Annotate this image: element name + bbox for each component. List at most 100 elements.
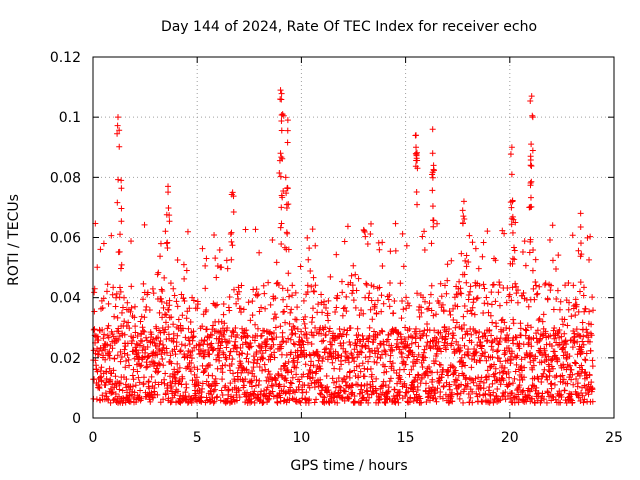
data-point: [404, 341, 411, 348]
data-point: [394, 396, 401, 403]
data-point: [114, 130, 121, 137]
data-point: [297, 263, 304, 270]
data-point: [291, 324, 298, 331]
data-point: [444, 261, 451, 268]
data-point: [514, 287, 521, 294]
data-point: [194, 301, 201, 308]
data-point: [540, 370, 547, 377]
data-point: [575, 308, 582, 315]
data-point: [475, 265, 482, 272]
data-point: [497, 358, 504, 365]
data-point: [156, 347, 163, 354]
data-point: [536, 348, 543, 355]
data-point: [344, 223, 351, 230]
data-point: [184, 354, 191, 361]
data-point: [536, 283, 543, 290]
data-point: [409, 334, 416, 341]
data-point: [493, 323, 500, 330]
data-point: [281, 308, 288, 315]
data-point: [529, 114, 536, 121]
data-point: [201, 336, 208, 343]
data-point: [249, 312, 256, 319]
data-point: [519, 248, 526, 255]
data-point: [344, 354, 351, 361]
data-point: [187, 352, 194, 359]
data-point: [336, 366, 343, 373]
data-point: [465, 352, 472, 359]
data-point: [145, 352, 152, 359]
data-point: [209, 395, 216, 402]
data-point: [588, 379, 595, 386]
data-point: [165, 306, 172, 313]
data-point: [183, 384, 190, 391]
data-point: [245, 358, 252, 365]
data-point: [277, 87, 284, 94]
data-point: [224, 324, 231, 331]
data-point: [364, 240, 371, 247]
data-point: [190, 297, 197, 304]
data-point: [146, 385, 153, 392]
data-point: [324, 383, 331, 390]
data-point: [280, 398, 287, 405]
data-point: [230, 286, 237, 293]
data-point: [310, 274, 317, 281]
data-point: [285, 335, 292, 342]
data-point: [253, 286, 260, 293]
data-point: [186, 305, 193, 312]
data-point: [547, 380, 554, 387]
data-point: [159, 314, 166, 321]
data-point: [332, 355, 339, 362]
y-tick-label: 0.08: [50, 170, 81, 186]
data-point: [318, 330, 325, 337]
data-point: [532, 278, 539, 285]
data-point: [213, 356, 220, 363]
data-point: [272, 295, 279, 302]
data-point: [226, 338, 233, 345]
data-point: [577, 253, 584, 260]
data-point: [516, 340, 523, 347]
data-point: [290, 357, 297, 364]
data-point: [456, 358, 463, 365]
data-point: [505, 345, 512, 352]
data-point: [174, 360, 181, 367]
data-point: [589, 398, 596, 405]
data-point: [339, 394, 346, 401]
data-point: [470, 379, 477, 386]
data-point: [358, 307, 365, 314]
data-point: [319, 309, 326, 316]
data-point: [468, 310, 475, 317]
data-point: [509, 284, 516, 291]
data-point: [413, 144, 420, 151]
data-point: [534, 327, 541, 334]
data-point: [543, 356, 550, 363]
data-point: [516, 382, 523, 389]
data-point: [379, 239, 386, 246]
data-point: [408, 366, 415, 373]
data-point: [278, 112, 285, 119]
data-point: [399, 354, 406, 361]
data-point: [495, 289, 502, 296]
data-point: [497, 335, 504, 342]
data-point: [252, 382, 259, 389]
data-point: [251, 399, 258, 406]
data-point: [130, 334, 137, 341]
data-point: [434, 369, 441, 376]
data-point: [130, 366, 137, 373]
data-point: [203, 255, 210, 262]
data-point: [310, 305, 317, 312]
data-point: [510, 340, 517, 347]
data-point: [171, 366, 178, 373]
data-point: [486, 326, 493, 333]
data-point: [283, 352, 290, 359]
data-point: [522, 262, 529, 269]
data-point: [250, 364, 257, 371]
data-point: [115, 176, 122, 183]
y-tick-label: 0: [72, 411, 81, 427]
data-point: [421, 346, 428, 353]
data-point: [410, 397, 417, 404]
data-point: [113, 290, 120, 297]
data-point: [403, 242, 410, 249]
data-point: [321, 394, 328, 401]
data-point: [516, 345, 523, 352]
data-point: [301, 320, 308, 327]
